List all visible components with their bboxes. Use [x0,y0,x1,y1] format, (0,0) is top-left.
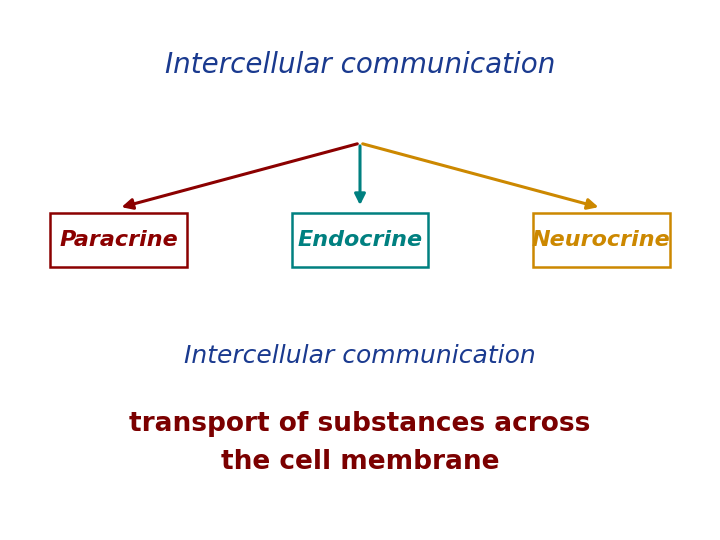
Text: Intercellular communication: Intercellular communication [184,345,536,368]
Bar [50,213,187,267]
Text: Intercellular communication: Intercellular communication [165,51,555,79]
Text: Paracrine: Paracrine [60,230,178,251]
Bar [292,213,428,267]
Text: Endocrine: Endocrine [297,230,423,251]
Text: transport of substances across
the cell membrane: transport of substances across the cell … [130,411,590,475]
Bar [533,213,670,267]
Text: Neurocrine: Neurocrine [532,230,670,251]
